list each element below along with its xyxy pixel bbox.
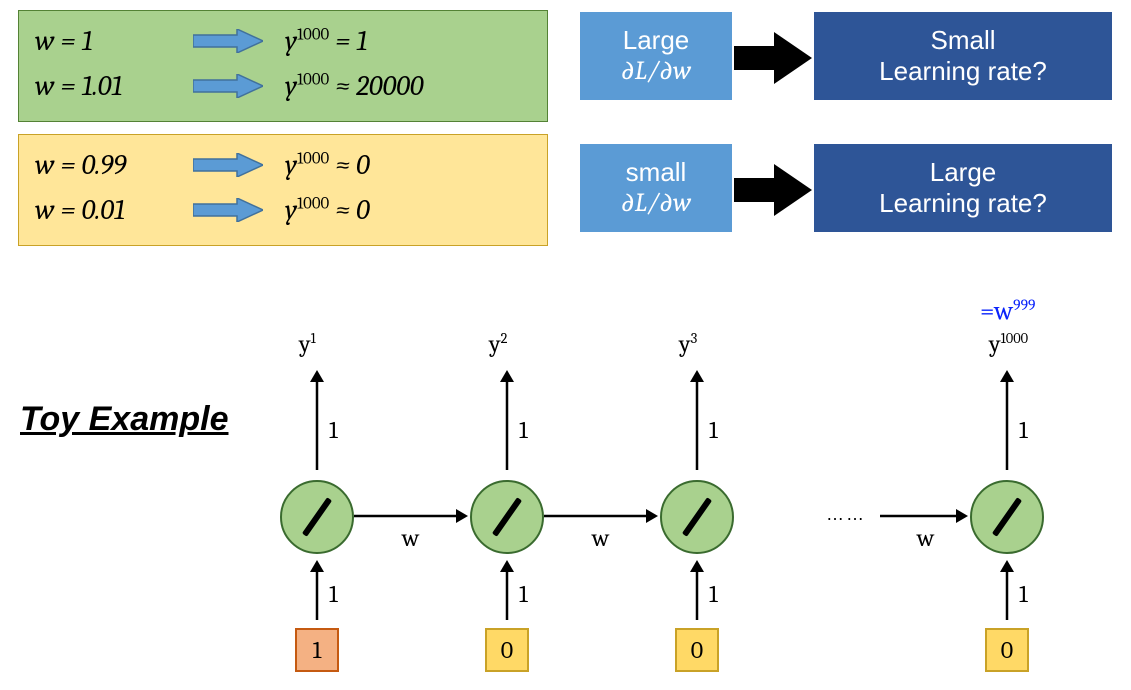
equation-box-green: w = 1 y1000 = 1 w = 1.01 y1000 ≈ 20000 (18, 10, 548, 122)
weight-label: 1 (519, 416, 528, 444)
weight-label: 1 (709, 580, 718, 608)
ellipsis: …… (826, 504, 866, 525)
weight-label: 1 (329, 580, 338, 608)
rnn-node (470, 480, 544, 554)
big-arrow-icon (734, 30, 812, 91)
input-square: 0 (675, 628, 719, 672)
box-large-lr: Large Learning rate? (814, 144, 1112, 232)
eq-rhs: y1000 = 1 (285, 19, 367, 64)
box-line2: ∂L/∂w (621, 188, 691, 219)
input-square: 1 (295, 628, 339, 672)
eq-rhs: y1000 ≈ 0 (285, 143, 370, 188)
gradient-annotation: =w999 (980, 296, 1036, 327)
eq-rhs: y1000 ≈ 0 (285, 188, 370, 233)
weight-label: 1 (1019, 416, 1028, 444)
box-small-gradient: small ∂L/∂w (580, 144, 732, 232)
arrow-icon (193, 29, 263, 53)
weight-label: 1 (329, 416, 338, 444)
box-small-lr: Small Learning rate? (814, 12, 1112, 100)
arrow-icon (193, 74, 263, 98)
rnn-diagram: y1 1 1 1 w y2 1 1 0 w y3 1 1 0 …… w y1000 1 1 0 (0, 330, 1131, 690)
weight-label: 1 (1019, 580, 1028, 608)
box-line1: Large (623, 25, 690, 56)
output-label: y1000 (989, 330, 1028, 358)
output-label: y3 (679, 330, 697, 358)
weight-label: 1 (709, 416, 718, 444)
edge-label: w (917, 524, 934, 552)
eq-lhs: w = 1 (35, 19, 175, 64)
box-line1: Small (930, 25, 995, 56)
box-line1: Large (930, 157, 997, 188)
eq-lhs: w = 0.99 (35, 143, 175, 188)
weight-label: 1 (519, 580, 528, 608)
box-large-gradient: Large ∂L/∂w (580, 12, 732, 100)
box-line2: ∂L/∂w (621, 56, 691, 87)
arrow-icon (193, 198, 263, 222)
box-line2: Learning rate? (879, 56, 1047, 87)
eq-row: w = 1 y1000 = 1 (35, 19, 531, 64)
output-label: y1 (299, 330, 316, 358)
edge-label: w (402, 524, 419, 552)
rnn-node (970, 480, 1044, 554)
eq-row: w = 0.01 y1000 ≈ 0 (35, 188, 531, 233)
edge-label: w (592, 524, 609, 552)
input-square: 0 (485, 628, 529, 672)
big-arrow-icon (734, 162, 812, 223)
input-square: 0 (985, 628, 1029, 672)
rnn-node (280, 480, 354, 554)
box-line2: Learning rate? (879, 188, 1047, 219)
eq-row: w = 0.99 y1000 ≈ 0 (35, 143, 531, 188)
eq-rhs: y1000 ≈ 20000 (285, 64, 424, 109)
arrow-icon (193, 153, 263, 177)
box-line1: small (626, 157, 687, 188)
eq-row: w = 1.01 y1000 ≈ 20000 (35, 64, 531, 109)
eq-lhs: w = 1.01 (35, 64, 175, 109)
eq-lhs: w = 0.01 (35, 188, 175, 233)
output-label: y2 (489, 330, 507, 358)
rnn-node (660, 480, 734, 554)
equation-box-orange: w = 0.99 y1000 ≈ 0 w = 0.01 y1000 ≈ 0 (18, 134, 548, 246)
